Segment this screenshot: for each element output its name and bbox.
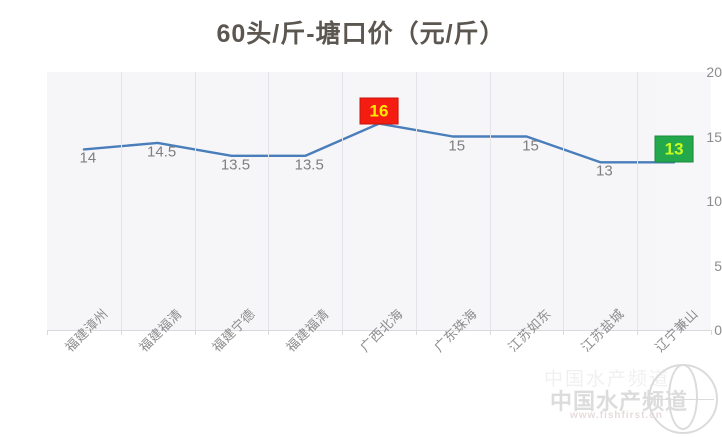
x-axis-tick (489, 330, 491, 335)
gridline-vertical (342, 72, 344, 330)
gridline-vertical (268, 72, 270, 330)
data-label: 14 (79, 149, 97, 167)
gridline-vertical (563, 72, 565, 330)
data-label: 13.5 (294, 156, 324, 174)
gridline-vertical (120, 72, 122, 330)
data-label-highlight: 13 (654, 135, 694, 163)
data-label: 14.5 (147, 143, 177, 161)
x-axis-tick (194, 330, 196, 335)
y-axis-tick-label: 5 (714, 257, 722, 274)
x-axis-tick (415, 330, 417, 335)
y-axis-tick-label: 15 (706, 128, 722, 145)
gridline-vertical (637, 72, 639, 330)
x-axis-tick (342, 330, 344, 335)
x-axis-tick (268, 330, 270, 335)
gridline-vertical (415, 72, 417, 330)
y-axis-tick-label: 0 (714, 322, 722, 338)
y-axis-tick-label: 20 (706, 64, 722, 80)
data-label: 13 (595, 162, 613, 180)
y-axis-tick-label: 10 (706, 193, 722, 209)
x-axis-line (47, 330, 712, 331)
chart-title: 60头/斤-塘口价（元/斤） (216, 20, 506, 48)
data-label: 13.5 (220, 156, 251, 174)
x-axis-tick (637, 330, 639, 335)
x-axis-tick (47, 330, 48, 335)
x-axis-tick (563, 330, 565, 335)
data-label: 15 (448, 137, 466, 154)
gridline-vertical (489, 72, 491, 330)
data-label: 15 (522, 137, 539, 154)
x-axis-tick (711, 330, 712, 335)
x-axis-tick (120, 330, 122, 335)
gridline-vertical (194, 72, 196, 330)
data-label-highlight: 16 (359, 97, 399, 125)
